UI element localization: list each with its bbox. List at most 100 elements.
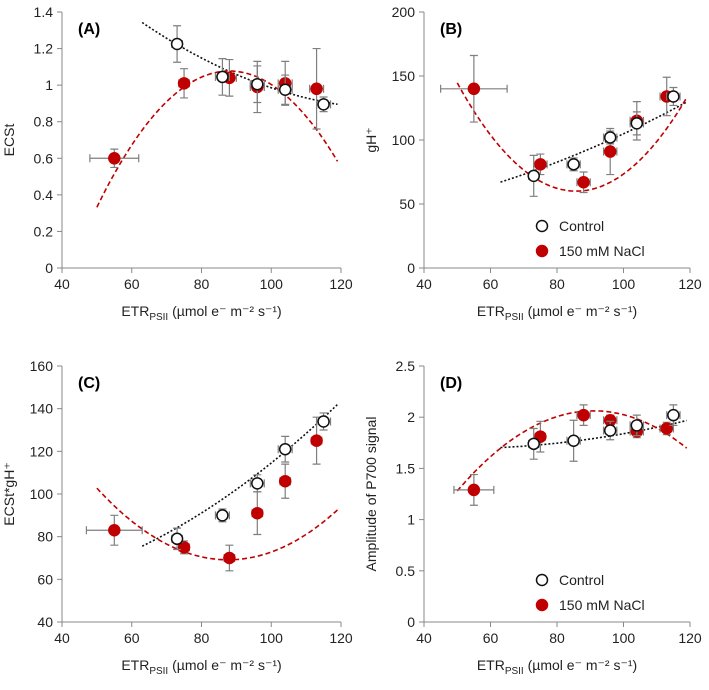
legend-control-label: Control	[559, 572, 604, 588]
nacl-data-point	[660, 422, 673, 435]
x-tick-label: 100	[260, 630, 284, 646]
control-data-point	[251, 477, 264, 490]
nacl-data-point	[577, 408, 590, 422]
y-tick-label: 1.2	[34, 41, 54, 57]
control-data-point	[216, 509, 229, 522]
y-tick-label: 0.8	[34, 114, 54, 130]
y-tick-label: 0.5	[396, 563, 416, 579]
legend-control-marker	[535, 219, 549, 233]
x-tick-label: 80	[549, 276, 565, 292]
control-data-point	[667, 90, 680, 103]
nacl-fit-curve	[96, 70, 339, 208]
nacl-data-point	[108, 152, 121, 165]
nacl-data-point	[467, 483, 481, 497]
control-data-point	[527, 169, 540, 183]
x-tick-label: 100	[260, 276, 284, 292]
x-axis-label: ETRPSII (µmol e⁻ m⁻² s⁻¹)	[477, 657, 637, 677]
nacl-data-point	[534, 158, 547, 171]
control-data-point	[278, 83, 292, 96]
nacl-data-point	[108, 524, 121, 537]
y-tick-label: 160	[30, 358, 54, 374]
x-tick-label: 60	[124, 630, 140, 646]
nacl-data-point	[278, 474, 292, 488]
legend-nacl-marker	[535, 598, 549, 612]
x-tick-label: 60	[483, 276, 499, 292]
y-tick-label: 200	[392, 4, 416, 20]
y-tick-label: 0.2	[34, 223, 54, 239]
chart-panel-0: 40 60 80 100 120 0 0.2 0.4 0.6 0.8 1 1.2 1.4 ETRPSII …	[1, 4, 353, 323]
y-axis-label: ECSt*gH⁺	[1, 462, 17, 525]
x-tick-label: 80	[549, 630, 565, 646]
y-tick-label: 80	[37, 529, 53, 545]
y-tick-label: 150	[392, 68, 416, 84]
y-tick-label: 1.4	[34, 4, 54, 20]
nacl-data-point	[177, 77, 191, 90]
x-tick-label: 120	[329, 276, 353, 292]
legend-nacl-label: 150 mM NaCl	[559, 597, 645, 613]
y-tick-label: 0.6	[34, 150, 54, 166]
nacl-data-point	[310, 434, 323, 447]
nacl-data-point	[603, 145, 617, 158]
x-axis-label: ETRPSII (µmol e⁻ m⁻² s⁻¹)	[121, 303, 281, 323]
x-tick-label: 40	[54, 276, 70, 292]
panel-label: (A)	[78, 21, 100, 38]
control-data-point	[170, 37, 184, 51]
chart-panel-2: 40 60 80 100 120 40 60 80 100 120 140 160 ETRPSII (µ…	[1, 358, 353, 677]
x-axis-label: ETRPSII (µmol e⁻ m⁻² s⁻¹)	[477, 303, 637, 323]
legend-nacl-label: 150 mM NaCl	[559, 243, 645, 259]
control-data-point	[630, 419, 644, 432]
y-tick-label: 0.4	[34, 187, 54, 203]
chart-panel-1: 40 60 80 100 120 0 50 100 150 200 ETRPSII (µmol e⁻…	[363, 4, 702, 323]
x-tick-label: 60	[483, 630, 499, 646]
x-tick-label: 40	[416, 630, 432, 646]
x-tick-label: 120	[329, 630, 353, 646]
x-tick-label: 60	[124, 276, 140, 292]
x-tick-label: 40	[416, 276, 432, 292]
panel-label: (C)	[78, 375, 100, 392]
y-axis-label: gH⁺	[363, 127, 379, 152]
control-data-point	[278, 442, 292, 456]
control-data-point	[527, 437, 540, 451]
control-data-point	[216, 70, 229, 84]
y-tick-label: 140	[30, 401, 54, 417]
nacl-data-point	[310, 82, 323, 96]
nacl-data-point	[577, 175, 590, 189]
control-data-point	[567, 434, 580, 448]
y-tick-label: 2.5	[396, 358, 416, 374]
nacl-data-point	[251, 506, 264, 520]
control-fit-curve	[141, 403, 339, 547]
x-tick-label: 80	[194, 276, 210, 292]
x-tick-label: 100	[612, 276, 636, 292]
control-data-point	[603, 131, 617, 144]
y-tick-label: 1	[407, 512, 415, 528]
nacl-fit-curve	[456, 82, 688, 192]
control-data-point	[251, 77, 264, 91]
control-fit-curve	[500, 101, 688, 183]
legend-control-label: Control	[559, 218, 604, 234]
x-tick-label: 80	[194, 630, 210, 646]
nacl-data-point	[223, 551, 236, 565]
y-tick-label: 100	[392, 132, 416, 148]
control-fit-curve	[141, 21, 338, 105]
nacl-fit-curve	[96, 487, 339, 561]
y-tick-label: 50	[399, 196, 415, 212]
x-tick-label: 120	[678, 276, 702, 292]
y-tick-label: 0	[45, 260, 53, 276]
nacl-data-point	[177, 541, 191, 554]
control-data-point	[630, 117, 644, 130]
y-tick-label: 0	[407, 614, 415, 630]
legend-control-marker	[535, 573, 549, 587]
control-data-point	[667, 408, 680, 422]
chart-panel-3: 40 60 80 100 120 0 0.5 1 1.5 2 2.5 ETRPSII (µmol e⁻…	[363, 358, 702, 677]
y-tick-label: 60	[37, 571, 53, 587]
legend-nacl-marker	[535, 244, 549, 258]
x-tick-label: 100	[612, 630, 636, 646]
nacl-data-point	[467, 82, 481, 96]
x-axis-label: ETRPSII (µmol e⁻ m⁻² s⁻¹)	[121, 657, 281, 677]
y-tick-label: 1.5	[396, 460, 416, 476]
panel-label: (D)	[440, 375, 462, 392]
y-axis-label: Amplitude of P700 signal	[363, 417, 379, 572]
control-data-point	[603, 424, 617, 437]
